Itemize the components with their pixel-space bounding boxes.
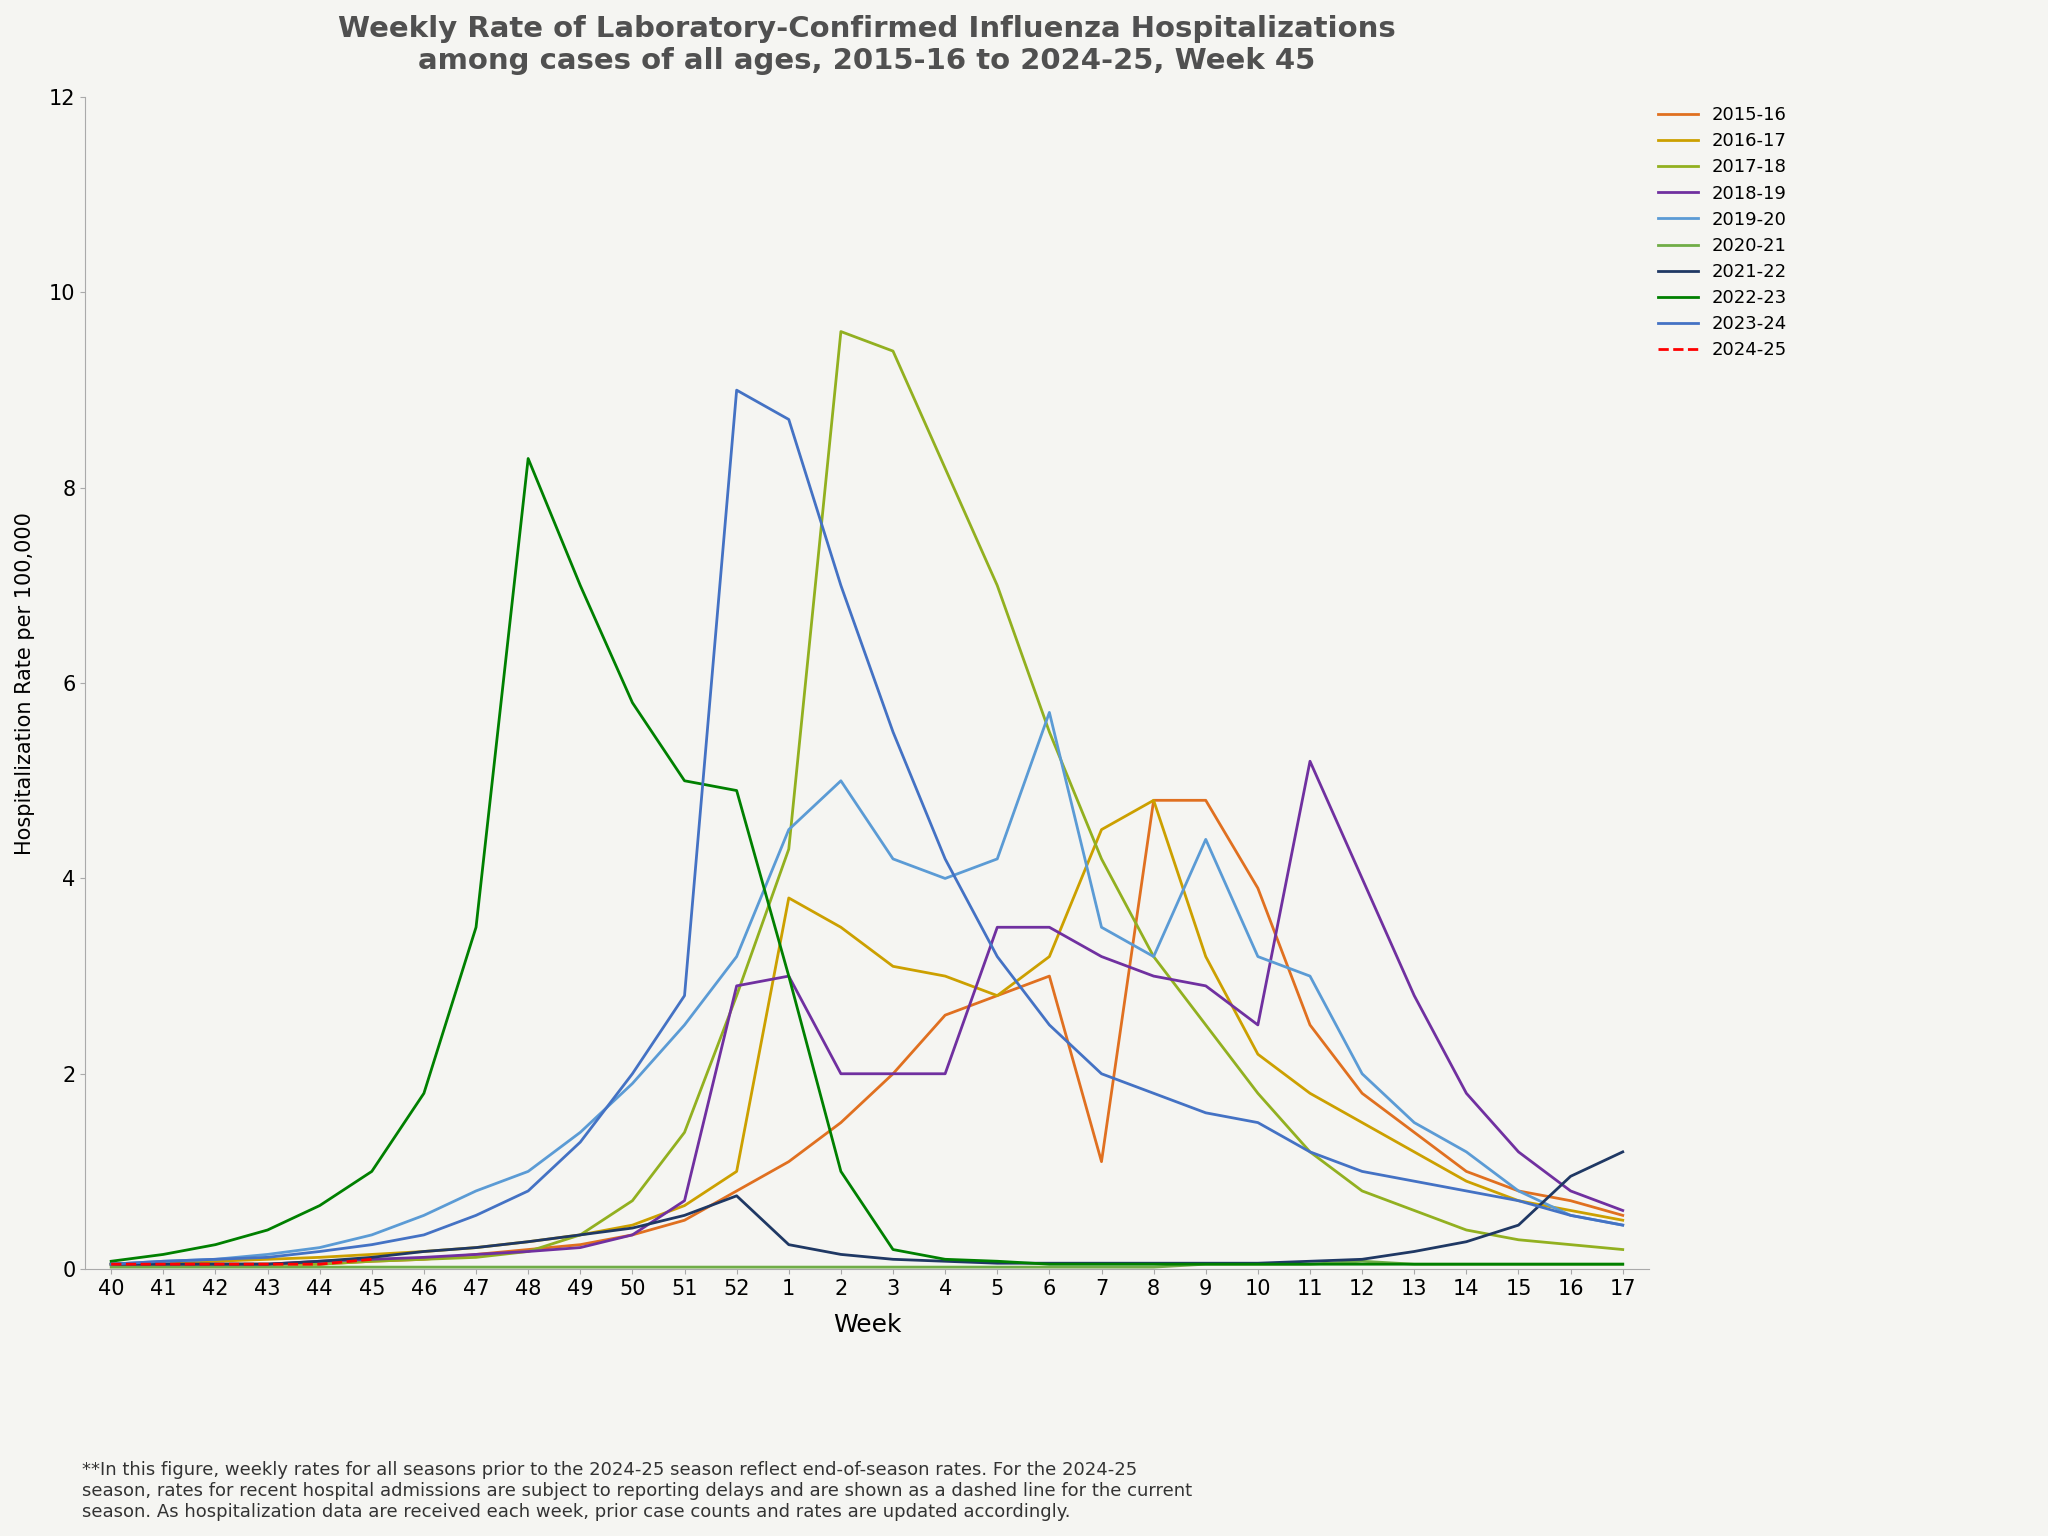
X-axis label: Week: Week bbox=[834, 1313, 901, 1336]
Text: **In this figure, weekly rates for all seasons prior to the 2024-25 season refle: **In this figure, weekly rates for all s… bbox=[82, 1461, 1192, 1521]
Title: Weekly Rate of Laboratory-Confirmed Influenza Hospitalizations
among cases of al: Weekly Rate of Laboratory-Confirmed Infl… bbox=[338, 15, 1397, 75]
Y-axis label: Hospitalization Rate per 100,000: Hospitalization Rate per 100,000 bbox=[14, 511, 35, 854]
Legend: 2015-16, 2016-17, 2017-18, 2018-19, 2019-20, 2020-21, 2021-22, 2022-23, 2023-24,: 2015-16, 2016-17, 2017-18, 2018-19, 2019… bbox=[1657, 106, 1788, 359]
